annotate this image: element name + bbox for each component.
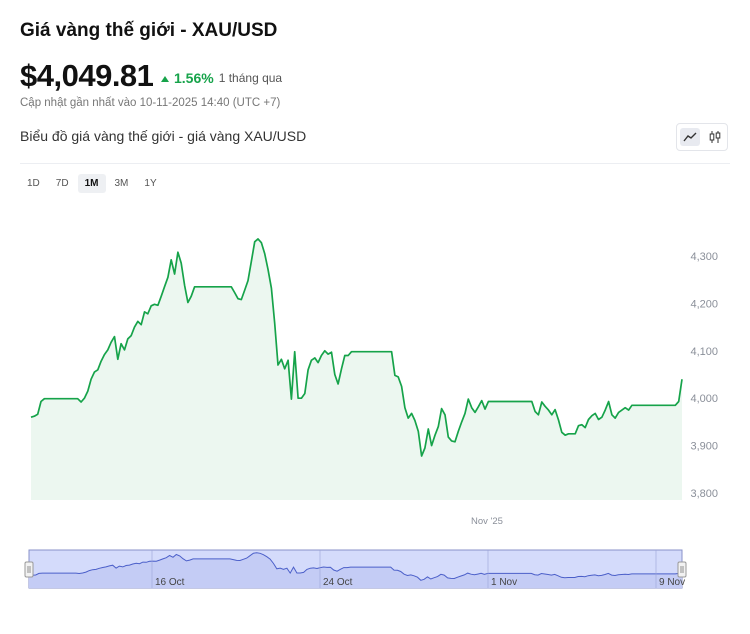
- range-1y[interactable]: 1Y: [144, 178, 157, 189]
- navigator-handle-left[interactable]: [24, 561, 34, 578]
- chart-type-switch: [676, 123, 728, 151]
- navigator-line: [28, 552, 683, 581]
- last-updated: Cập nhật gần nhất vào 10-11-2025 14:40 (…: [20, 97, 281, 109]
- line-chart-icon: [682, 132, 696, 142]
- change-percent: 1.56%: [174, 70, 214, 86]
- y-axis: 3,800 3,900 4,000 4,100 4,200 4,300: [690, 251, 718, 500]
- y-tick-label: 4,000: [690, 393, 718, 405]
- navigator-area: [29, 552, 682, 588]
- header-divider: [20, 163, 730, 164]
- navigator-handle-right[interactable]: [677, 561, 687, 578]
- y-tick-label: 4,300: [690, 251, 718, 263]
- handle-grip: [24, 561, 34, 578]
- range-selector: 1D 7D 1M 3M 1Y: [20, 174, 164, 193]
- current-price: $4,049.81: [20, 58, 154, 93]
- y-tick-label: 3,800: [690, 488, 718, 500]
- y-tick-label: 4,200: [690, 298, 718, 310]
- range-1d[interactable]: 1D: [27, 178, 40, 189]
- change-period: 1 tháng qua: [218, 71, 283, 85]
- navigator-label: 9 Nov: [659, 577, 685, 588]
- navigator-label: 24 Oct: [323, 577, 353, 588]
- navigator[interactable]: 16 Oct 24 Oct 1 Nov 9 Nov: [24, 549, 687, 589]
- range-3m[interactable]: 3M: [114, 178, 129, 189]
- price-area: [31, 238, 682, 500]
- main-plot: [30, 238, 683, 500]
- x-tick-label: Nov '25: [471, 516, 503, 527]
- page-title: Giá vàng thế giới - XAU/USD: [20, 20, 278, 41]
- candlestick-icon: [709, 131, 720, 143]
- y-tick-label: 4,100: [690, 346, 718, 358]
- price-change: 1.56% 1 tháng qua: [161, 70, 282, 86]
- range-7d[interactable]: 7D: [55, 178, 69, 189]
- navigator-label: 1 Nov: [491, 577, 517, 588]
- chart-subtitle: Biểu đồ giá vàng thế giới - giá vàng XAU…: [20, 128, 307, 144]
- y-tick-label: 3,900: [690, 441, 718, 453]
- navigator-label: 16 Oct: [155, 577, 185, 588]
- candlestick-chart-button[interactable]: [705, 128, 725, 146]
- arrow-up-icon: [161, 76, 169, 82]
- price-line: [30, 238, 683, 457]
- range-1m[interactable]: 1M: [77, 174, 106, 193]
- x-axis: Nov '25: [471, 516, 503, 527]
- handle-grip: [677, 561, 687, 578]
- line-chart-button[interactable]: [679, 128, 700, 146]
